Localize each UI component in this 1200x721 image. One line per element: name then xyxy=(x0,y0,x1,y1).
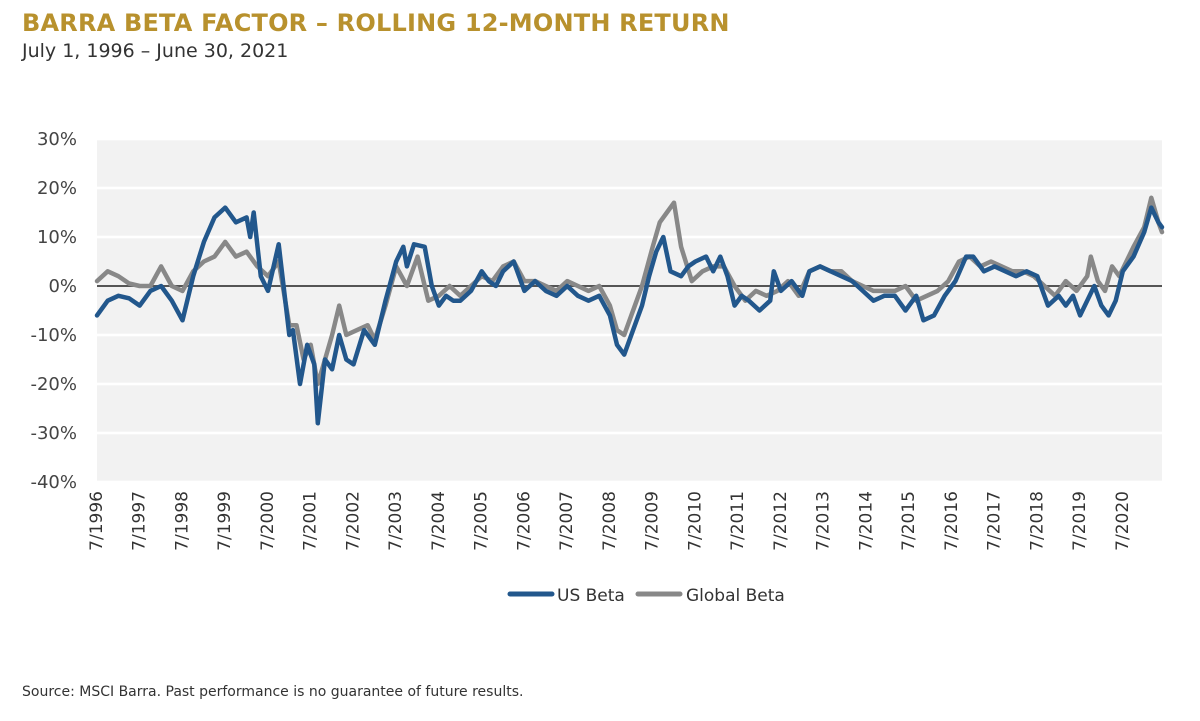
chart-subtitle: July 1, 1996 – June 30, 2021 xyxy=(22,40,289,62)
x-tick-label: 7/2016 xyxy=(942,491,962,551)
y-tick-label: -20% xyxy=(30,374,77,395)
x-tick-label: 7/2009 xyxy=(643,491,663,551)
source-note: Source: MSCI Barra. Past performance is … xyxy=(22,684,524,700)
x-tick-label: 7/1999 xyxy=(215,491,235,551)
x-tick-label: 7/2015 xyxy=(899,491,919,551)
y-tick-label: 30% xyxy=(37,129,77,150)
x-tick-label: 7/2012 xyxy=(771,491,791,551)
gridlines xyxy=(97,137,1162,484)
y-tick-label: 10% xyxy=(37,227,77,248)
x-tick-label: 7/2018 xyxy=(1027,491,1047,551)
x-tick-label: 7/2014 xyxy=(856,491,876,551)
x-axis-ticks: 7/1996 7/1997 7/1998 7/1999 7/2000 7/2001 7/20… xyxy=(87,491,1133,551)
legend-label: US Beta xyxy=(557,586,625,606)
x-tick-label: 7/2004 xyxy=(429,491,449,551)
legend: US Beta Global Beta xyxy=(507,586,785,606)
legend-label: Global Beta xyxy=(686,586,785,606)
x-tick-label: 7/2017 xyxy=(985,491,1005,551)
y-tick-label: -10% xyxy=(30,325,77,346)
y-tick-label: -40% xyxy=(30,472,77,493)
x-tick-label: 7/2001 xyxy=(301,491,321,551)
series-lines xyxy=(94,195,1165,426)
x-tick-label: 7/1996 xyxy=(87,491,107,551)
legend-item: Global Beta xyxy=(635,586,785,606)
x-tick-label: 7/1998 xyxy=(172,491,192,551)
x-tick-label: 7/2010 xyxy=(685,491,705,551)
y-tick-label: -30% xyxy=(30,423,77,444)
x-tick-label: 7/2005 xyxy=(472,491,492,551)
y-tick-label: 20% xyxy=(37,178,77,199)
series-line-global-beta xyxy=(94,195,1165,387)
x-tick-label: 7/2006 xyxy=(514,491,534,551)
chart-title: BARRA BETA FACTOR – ROLLING 12-MONTH RET… xyxy=(22,9,730,37)
x-tick-label: 7/2020 xyxy=(1113,491,1133,551)
x-tick-label: 7/2013 xyxy=(814,491,834,551)
x-tick-label: 7/2003 xyxy=(386,491,406,551)
x-tick-label: 7/2007 xyxy=(557,491,577,551)
x-tick-label: 7/2002 xyxy=(343,491,363,551)
series-line-us-beta xyxy=(94,205,1165,426)
x-tick-label: 7/2008 xyxy=(600,491,620,551)
plot-area xyxy=(97,139,1162,482)
x-tick-label: 7/2000 xyxy=(258,491,278,551)
legend-item: US Beta xyxy=(507,586,625,606)
y-tick-label: 0% xyxy=(48,276,77,297)
y-axis-ticks: 30% 20% 10% 0% -10% -20% -30% -40% xyxy=(30,129,77,493)
x-tick-label: 7/2011 xyxy=(728,491,748,551)
x-tick-label: 7/2019 xyxy=(1070,491,1090,551)
x-tick-label: 7/1997 xyxy=(130,491,150,551)
